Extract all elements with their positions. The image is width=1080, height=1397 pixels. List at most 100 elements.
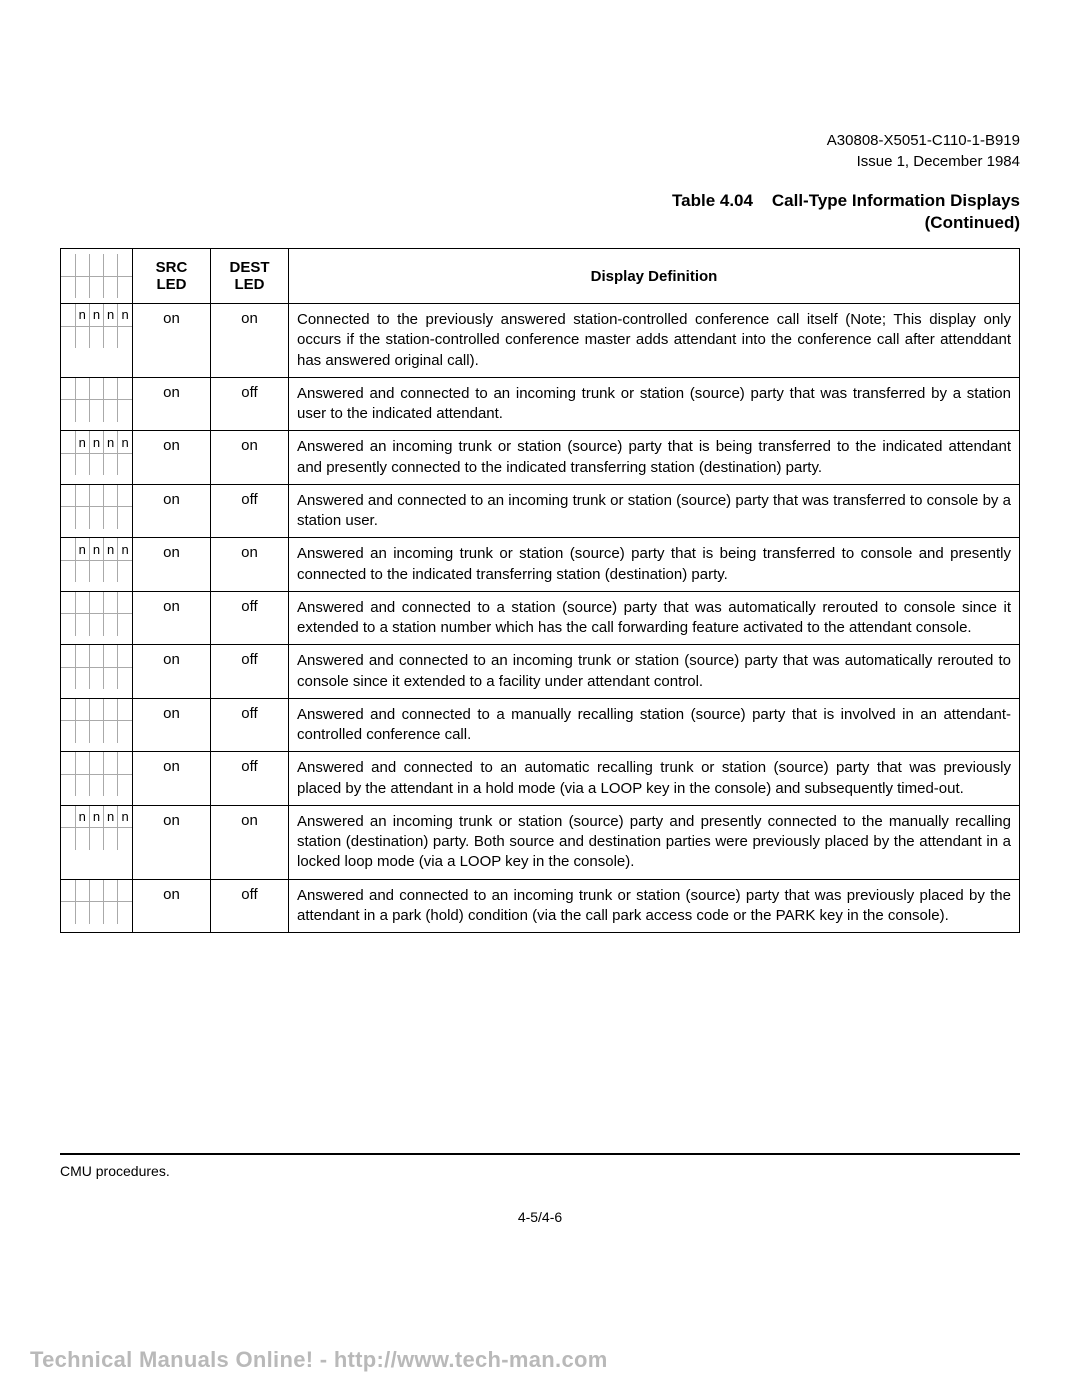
mini-grid: nnnn: [61, 304, 132, 348]
display-definition: Answered and connected to an incoming tr…: [289, 377, 1020, 431]
mini-grid: nnnn: [61, 431, 132, 475]
table-row: onoffAnswered and connected to an incomi…: [61, 377, 1020, 431]
src-led: on: [133, 645, 211, 699]
display-definition: Answered and connected to an incoming tr…: [289, 484, 1020, 538]
src-led: on: [133, 591, 211, 645]
mini-cell: [89, 752, 103, 774]
doc-header: A30808-X5051-C110-1-B919 Issue 1, Decemb…: [60, 130, 1020, 172]
mini-cell: [118, 902, 132, 924]
grid-cell: nnnn: [61, 304, 133, 378]
src-led: on: [133, 431, 211, 485]
grid-cell: [61, 752, 133, 806]
mini-cell: [61, 806, 75, 828]
table-continued: (Continued): [60, 212, 1020, 234]
table-row: onoffAnswered and connected to a station…: [61, 591, 1020, 645]
table-row: onoffAnswered and connected to an automa…: [61, 752, 1020, 806]
mini-cell: [104, 828, 118, 850]
table-header-row: SRC LED DEST LED Display Definition: [61, 249, 1020, 304]
mini-cell: [118, 507, 132, 529]
mini-cell: [118, 880, 132, 902]
mini-grid: [61, 485, 132, 529]
table-title-text: Call-Type Information Displays: [772, 191, 1020, 210]
src-led: on: [133, 879, 211, 933]
src-led: on: [133, 698, 211, 752]
mini-cell: [118, 752, 132, 774]
mini-cell: [61, 614, 75, 636]
mini-cell: [75, 880, 89, 902]
display-definition: Answered an incoming trunk or station (s…: [289, 538, 1020, 592]
mini-cell: [104, 721, 118, 743]
grid-cell: nnnn: [61, 538, 133, 592]
mini-cell: [61, 485, 75, 507]
mini-cell: [118, 378, 132, 400]
col-header-def: Display Definition: [289, 249, 1020, 304]
mini-cell: [75, 326, 89, 348]
mini-cell: [75, 828, 89, 850]
mini-cell: [61, 507, 75, 529]
table-row: nnnnononAnswered an incoming trunk or st…: [61, 805, 1020, 879]
mini-cell: [75, 592, 89, 614]
dest-led: on: [211, 805, 289, 879]
mini-cell: n: [104, 304, 118, 326]
mini-cell: [89, 699, 103, 721]
dest-led: off: [211, 377, 289, 431]
mini-cell: [75, 453, 89, 475]
mini-cell: [61, 721, 75, 743]
mini-cell: [89, 507, 103, 529]
mini-cell: [61, 774, 75, 796]
mini-cell: [104, 902, 118, 924]
mini-cell: [75, 614, 89, 636]
src-led: on: [133, 304, 211, 378]
mini-cell: [104, 645, 118, 667]
grid-cell: [61, 879, 133, 933]
doc-issue: Issue 1, December 1984: [60, 151, 1020, 172]
mini-cell: [61, 902, 75, 924]
col-header-src: SRC LED: [133, 249, 211, 304]
mini-cell: [75, 721, 89, 743]
display-definition: Answered an incoming trunk or station (s…: [289, 805, 1020, 879]
mini-cell: n: [118, 538, 132, 560]
mini-cell: n: [104, 806, 118, 828]
col-header-dest: DEST LED: [211, 249, 289, 304]
mini-cell: n: [75, 538, 89, 560]
table-number: Table 4.04: [672, 191, 753, 210]
mini-cell: n: [118, 431, 132, 453]
mini-cell: [104, 400, 118, 422]
mini-cell: [89, 485, 103, 507]
mini-cell: [118, 400, 132, 422]
mini-cell: [118, 667, 132, 689]
table-row: onoffAnswered and connected to an incomi…: [61, 484, 1020, 538]
mini-cell: [104, 774, 118, 796]
mini-grid: [61, 699, 132, 743]
mini-cell: [89, 560, 103, 582]
mini-cell: [104, 752, 118, 774]
dest-led: off: [211, 484, 289, 538]
table-row: onoffAnswered and connected to an incomi…: [61, 645, 1020, 699]
display-definition: Answered and connected to an incoming tr…: [289, 879, 1020, 933]
mini-grid: [61, 378, 132, 422]
mini-cell: [89, 645, 103, 667]
mini-cell: [104, 667, 118, 689]
mini-cell: [75, 507, 89, 529]
mini-cell: [61, 538, 75, 560]
mini-cell: [89, 453, 103, 475]
mini-cell: [89, 721, 103, 743]
mini-cell: [61, 304, 75, 326]
grid-cell: nnnn: [61, 805, 133, 879]
mini-cell: [89, 880, 103, 902]
mini-cell: [104, 326, 118, 348]
mini-cell: [118, 485, 132, 507]
mini-grid: [61, 752, 132, 796]
grid-cell: [61, 377, 133, 431]
mini-cell: [75, 378, 89, 400]
mini-cell: [89, 902, 103, 924]
mini-cell: [75, 400, 89, 422]
mini-cell: [104, 507, 118, 529]
mini-cell: [61, 699, 75, 721]
table-row: nnnnononAnswered an incoming trunk or st…: [61, 538, 1020, 592]
dest-led: on: [211, 538, 289, 592]
header-mini-grid: [61, 254, 132, 298]
display-definition: Answered and connected to an automatic r…: [289, 752, 1020, 806]
display-definition: Answered and connected to an incoming tr…: [289, 645, 1020, 699]
display-definition: Answered and connected to a manually rec…: [289, 698, 1020, 752]
